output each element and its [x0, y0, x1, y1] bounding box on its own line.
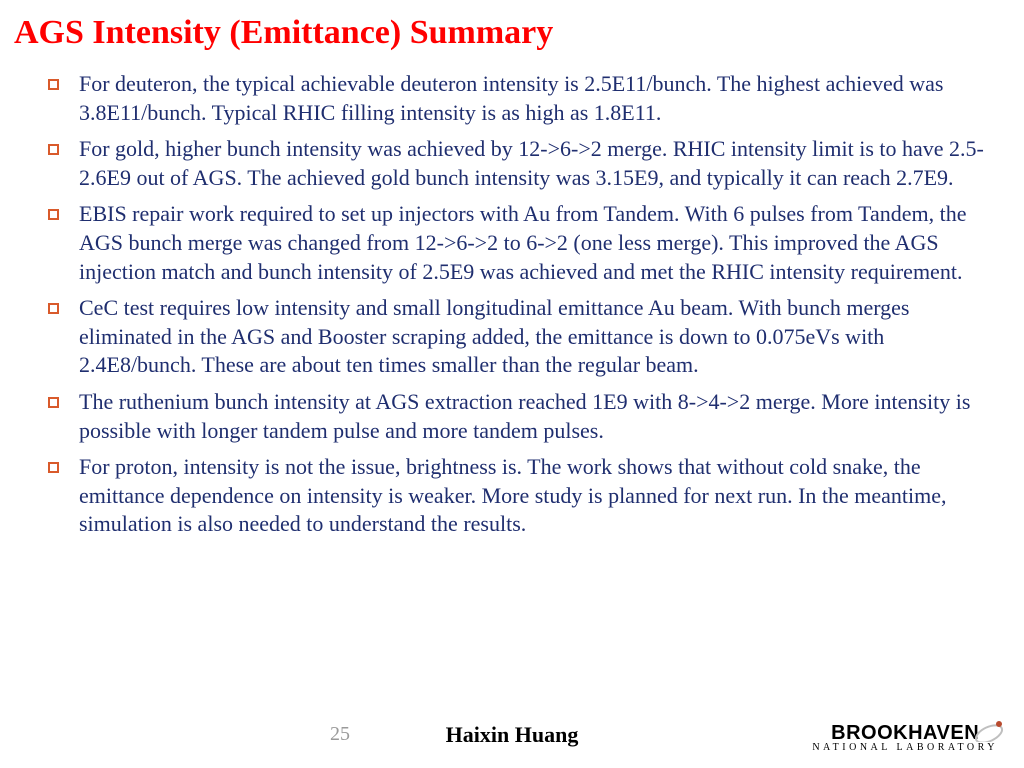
swoosh-icon — [974, 718, 1004, 742]
bullet-text: CeC test requires low intensity and smal… — [79, 294, 994, 380]
bullet-text: For deuteron, the typical achievable deu… — [79, 70, 994, 127]
bullet-text: For proton, intensity is not the issue, … — [79, 453, 994, 539]
bullet-text: For gold, higher bunch intensity was ach… — [79, 135, 994, 192]
list-item: EBIS repair work required to set up inje… — [48, 200, 994, 286]
list-item: CeC test requires low intensity and smal… — [48, 294, 994, 380]
bullet-icon — [48, 303, 59, 314]
slide-title: AGS Intensity (Emittance) Summary — [0, 0, 1024, 52]
list-item: For proton, intensity is not the issue, … — [48, 453, 994, 539]
list-item: For deuteron, the typical achievable deu… — [48, 70, 994, 127]
bullet-text: The ruthenium bunch intensity at AGS ext… — [79, 388, 994, 445]
bullet-list: For deuteron, the typical achievable deu… — [0, 52, 1024, 539]
logo-sub-text: NATIONAL LABORATORY — [812, 744, 998, 753]
bullet-icon — [48, 79, 59, 90]
footer: 25 Haixin Huang BROOKHAVEN NATIONAL LABO… — [0, 712, 1024, 754]
list-item: The ruthenium bunch intensity at AGS ext… — [48, 388, 994, 445]
logo-main-text: BROOKHAVEN — [812, 725, 998, 742]
bullet-icon — [48, 209, 59, 220]
bullet-icon — [48, 144, 59, 155]
bullet-icon — [48, 397, 59, 408]
brookhaven-logo: BROOKHAVEN NATIONAL LABORATORY — [812, 725, 998, 753]
list-item: For gold, higher bunch intensity was ach… — [48, 135, 994, 192]
bullet-text: EBIS repair work required to set up inje… — [79, 200, 994, 286]
bullet-icon — [48, 462, 59, 473]
